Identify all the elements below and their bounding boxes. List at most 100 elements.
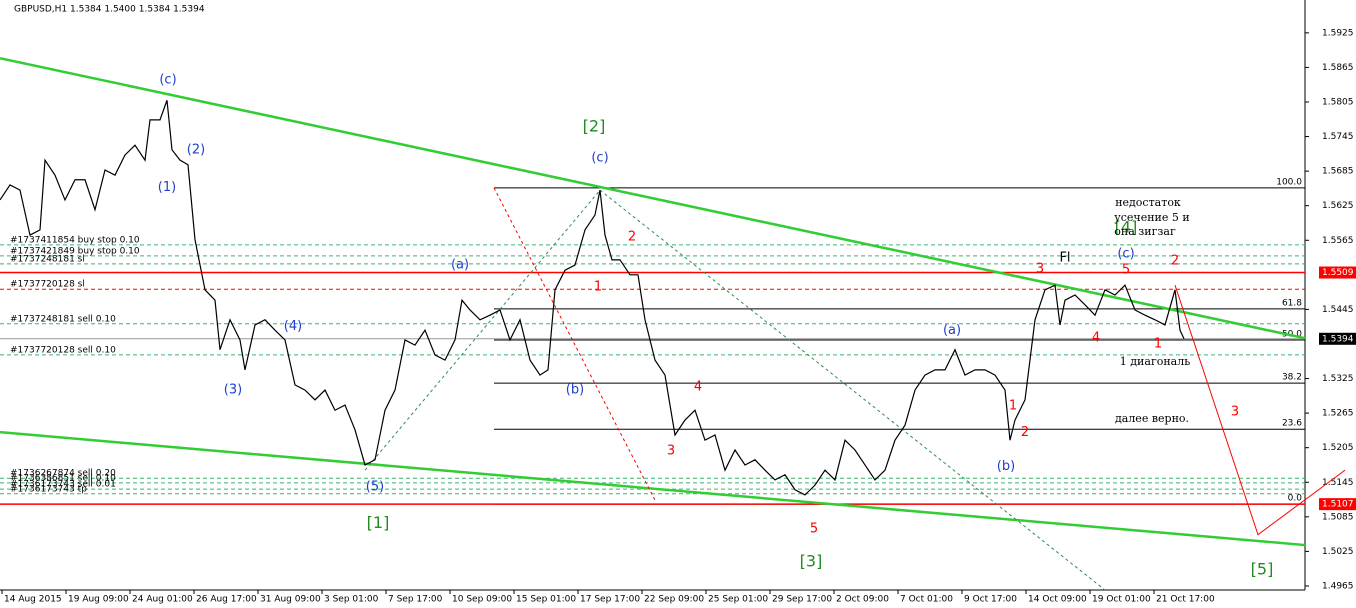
x-tick-label: 15 Sep 01:00	[516, 595, 576, 605]
note: недостаток	[1115, 196, 1181, 209]
wave-label: 3	[1036, 262, 1044, 277]
note: она зигзаг	[1114, 225, 1176, 238]
x-tick-label: 14 Aug 2015	[4, 595, 62, 605]
price-box-label: 1.5107	[1322, 500, 1354, 510]
wave-label: 4	[1092, 331, 1100, 346]
x-tick-label: 26 Aug 17:00	[196, 595, 257, 605]
trend-line	[599, 189, 1106, 591]
order-label: #1737421849 buy stop 0.10	[10, 246, 140, 256]
chart-title: GBPUSD,H1 1.5384 1.5400 1.5384 1.5394	[14, 5, 205, 15]
x-tick-label: 7 Oct 01:00	[900, 595, 953, 605]
wave-label: 2	[628, 229, 636, 244]
wave-label: Fl	[1059, 251, 1070, 266]
x-tick-label: 25 Sep 01:00	[708, 595, 768, 605]
y-tick-label: 1.5205	[1322, 443, 1354, 453]
price-box	[1319, 498, 1356, 511]
fibo-label: 23.6	[1282, 419, 1302, 429]
wave-label: [4]	[1115, 218, 1138, 237]
wave-label: 4	[694, 380, 702, 395]
trend-line	[364, 189, 601, 471]
x-tick-label: 19 Aug 09:00	[68, 595, 129, 605]
x-tick-label: 9 Oct 17:00	[964, 595, 1017, 605]
wave-label: 5	[810, 521, 818, 536]
fibo-label: 0.0	[1288, 494, 1303, 504]
wave-label: [1]	[367, 513, 390, 532]
price-box-label: 1.5394	[1322, 334, 1354, 344]
wave-label: 2	[1021, 425, 1029, 440]
note: 1 диагональ	[1120, 355, 1190, 368]
price-box	[1319, 266, 1356, 279]
wave-label: (1)	[158, 180, 176, 195]
note: усечение 5 и	[1114, 211, 1189, 224]
wave-label: [5]	[1251, 559, 1274, 578]
price-box	[1319, 332, 1356, 345]
x-tick-label: 14 Oct 09:00	[1028, 595, 1087, 605]
wave-label: (b)	[997, 459, 1015, 474]
wave-label: 1	[1009, 399, 1017, 414]
order-label: #1737720128 sell 0.10	[10, 345, 116, 355]
y-tick-label: 1.5145	[1322, 478, 1354, 488]
wave-label: [2]	[583, 116, 606, 135]
y-tick-label: 1.5025	[1322, 547, 1354, 557]
x-tick-label: 3 Sep 01:00	[324, 595, 379, 605]
y-tick-label: 1.5565	[1322, 236, 1354, 246]
order-label: #1737720128 sl	[10, 280, 85, 290]
x-tick-label: 7 Sep 17:00	[388, 595, 443, 605]
wave-label: (c)	[159, 73, 176, 88]
x-tick-label: 24 Aug 01:00	[132, 595, 193, 605]
y-tick-label: 1.5085	[1322, 512, 1354, 522]
order-label: #1737411854 buy stop 0.10	[10, 235, 140, 245]
y-tick-label: 1.5445	[1322, 305, 1354, 315]
trend-line	[0, 56, 1306, 340]
y-tick-label: 1.5805	[1322, 97, 1354, 107]
order-label: #1736173743 tp	[10, 484, 87, 494]
wave-label: (4)	[284, 319, 302, 334]
x-tick-label: 19 Oct 01:00	[1092, 595, 1151, 605]
wave-label: (a)	[943, 323, 961, 338]
wave-label: 3	[667, 444, 675, 459]
x-tick-label: 21 Oct 17:00	[1156, 595, 1215, 605]
wave-label: 5	[1122, 263, 1130, 278]
wave-label: (a)	[451, 258, 469, 273]
wave-label: 2	[1171, 254, 1179, 269]
wave-label: 1	[594, 279, 602, 294]
trend-line	[0, 430, 1306, 547]
x-tick-label: 2 Oct 09:00	[836, 595, 889, 605]
price-line-series	[0, 100, 1185, 496]
note: далее верно.	[1115, 412, 1189, 425]
y-tick-label: 1.5745	[1322, 132, 1354, 142]
y-tick-label: 1.5925	[1322, 28, 1354, 38]
order-label: #1737248181 sell 0.10	[10, 314, 116, 324]
y-tick-label: 1.5325	[1322, 374, 1354, 384]
x-tick-label: 10 Sep 09:00	[452, 595, 512, 605]
wave-label: 3	[1231, 404, 1239, 419]
wave-label: 1	[1154, 336, 1162, 351]
x-tick-label: 17 Sep 17:00	[580, 595, 640, 605]
order-label: #1736267874 sell 0.20	[10, 469, 116, 479]
wave-label: (c)	[591, 150, 608, 165]
wave-label: (b)	[566, 383, 584, 398]
wave-label: (c)	[1117, 247, 1134, 262]
x-tick-label: 29 Sep 17:00	[772, 595, 832, 605]
y-tick-label: 1.5865	[1322, 63, 1354, 73]
order-label: #1736173743 sell 0.01	[10, 480, 116, 490]
wave-label: (2)	[187, 142, 205, 157]
y-tick-label: 1.4965	[1322, 581, 1354, 591]
fibo-label: 38.2	[1282, 373, 1302, 383]
order-label: #1737248181 sl	[10, 254, 85, 264]
wave-label: (5)	[366, 479, 384, 494]
trend-line	[1174, 285, 1346, 536]
fibo-label: 61.8	[1282, 298, 1302, 308]
x-tick-label: 22 Sep 09:00	[644, 595, 704, 605]
wave-label: [3]	[800, 551, 823, 570]
y-tick-label: 1.5685	[1322, 167, 1354, 177]
trend-line	[493, 187, 656, 501]
fibo-label: 100.0	[1276, 177, 1302, 187]
y-tick-label: 1.5265	[1322, 409, 1354, 419]
wave-label: (3)	[224, 383, 242, 398]
price-box-label: 1.5509	[1322, 268, 1354, 278]
order-label: #1736386851 sell 0.10	[10, 473, 116, 483]
x-tick-label: 31 Aug 09:00	[260, 595, 321, 605]
